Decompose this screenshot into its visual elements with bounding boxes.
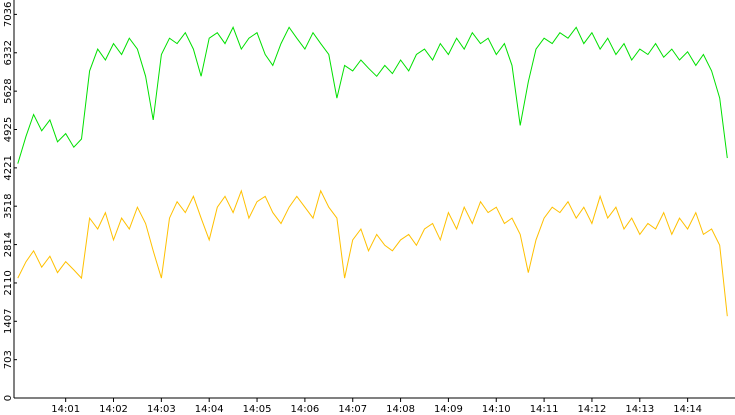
y-tick-label: 1407 <box>3 309 14 334</box>
x-tick-label: 14:07 <box>338 404 367 415</box>
x-tick-label: 14:01 <box>51 404 80 415</box>
x-tick-label: 14:12 <box>578 404 607 415</box>
x-tick-label: 14:10 <box>482 404 511 415</box>
x-tick-label: 14:13 <box>625 404 654 415</box>
x-tick-label: 14:11 <box>530 404 559 415</box>
x-tick-label: 14:03 <box>147 404 176 415</box>
x-tick-label: 14:09 <box>434 404 463 415</box>
series-line <box>17 189 728 317</box>
x-tick-label: 14:02 <box>99 404 128 415</box>
y-tick-label: 703 <box>3 350 14 369</box>
y-tick-label: 3518 <box>3 193 14 218</box>
y-tick-label: 6332 <box>3 40 14 65</box>
x-tick-label: 14:05 <box>243 404 272 415</box>
y-tick-label: 0 <box>3 395 14 401</box>
y-tick-label: 2110 <box>3 270 14 295</box>
y-tick-label: 4221 <box>3 155 14 180</box>
x-tick-label: 14:04 <box>195 404 224 415</box>
y-tick-label: 5628 <box>3 78 14 103</box>
x-tick-label: 14:14 <box>673 404 702 415</box>
y-tick-label: 7036 <box>3 2 14 27</box>
x-tick-label: 14:06 <box>290 404 319 415</box>
y-tick-label: 4925 <box>3 117 14 142</box>
series-line <box>17 26 728 164</box>
y-tick-label: 2814 <box>3 232 14 257</box>
x-tick-label: 14:08 <box>386 404 415 415</box>
